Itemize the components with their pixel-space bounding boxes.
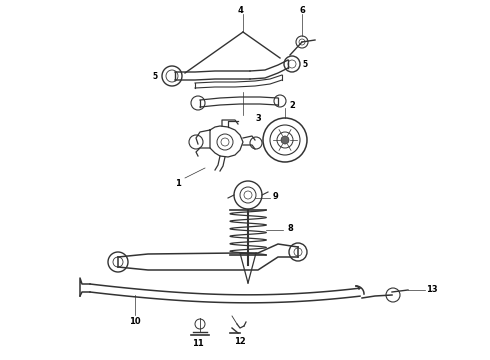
Text: 12: 12 — [234, 338, 246, 346]
Text: 13: 13 — [426, 284, 438, 293]
Text: 5: 5 — [152, 72, 158, 81]
Text: 2: 2 — [289, 100, 295, 109]
Text: 3: 3 — [255, 113, 261, 122]
Circle shape — [281, 136, 289, 144]
Text: 6: 6 — [299, 5, 305, 14]
Text: 5: 5 — [302, 59, 308, 68]
Text: 1: 1 — [175, 179, 181, 188]
Text: 8: 8 — [287, 224, 293, 233]
Text: 4: 4 — [237, 5, 243, 14]
Text: 10: 10 — [129, 318, 141, 327]
Text: 9: 9 — [272, 192, 278, 201]
Text: 11: 11 — [192, 338, 204, 347]
